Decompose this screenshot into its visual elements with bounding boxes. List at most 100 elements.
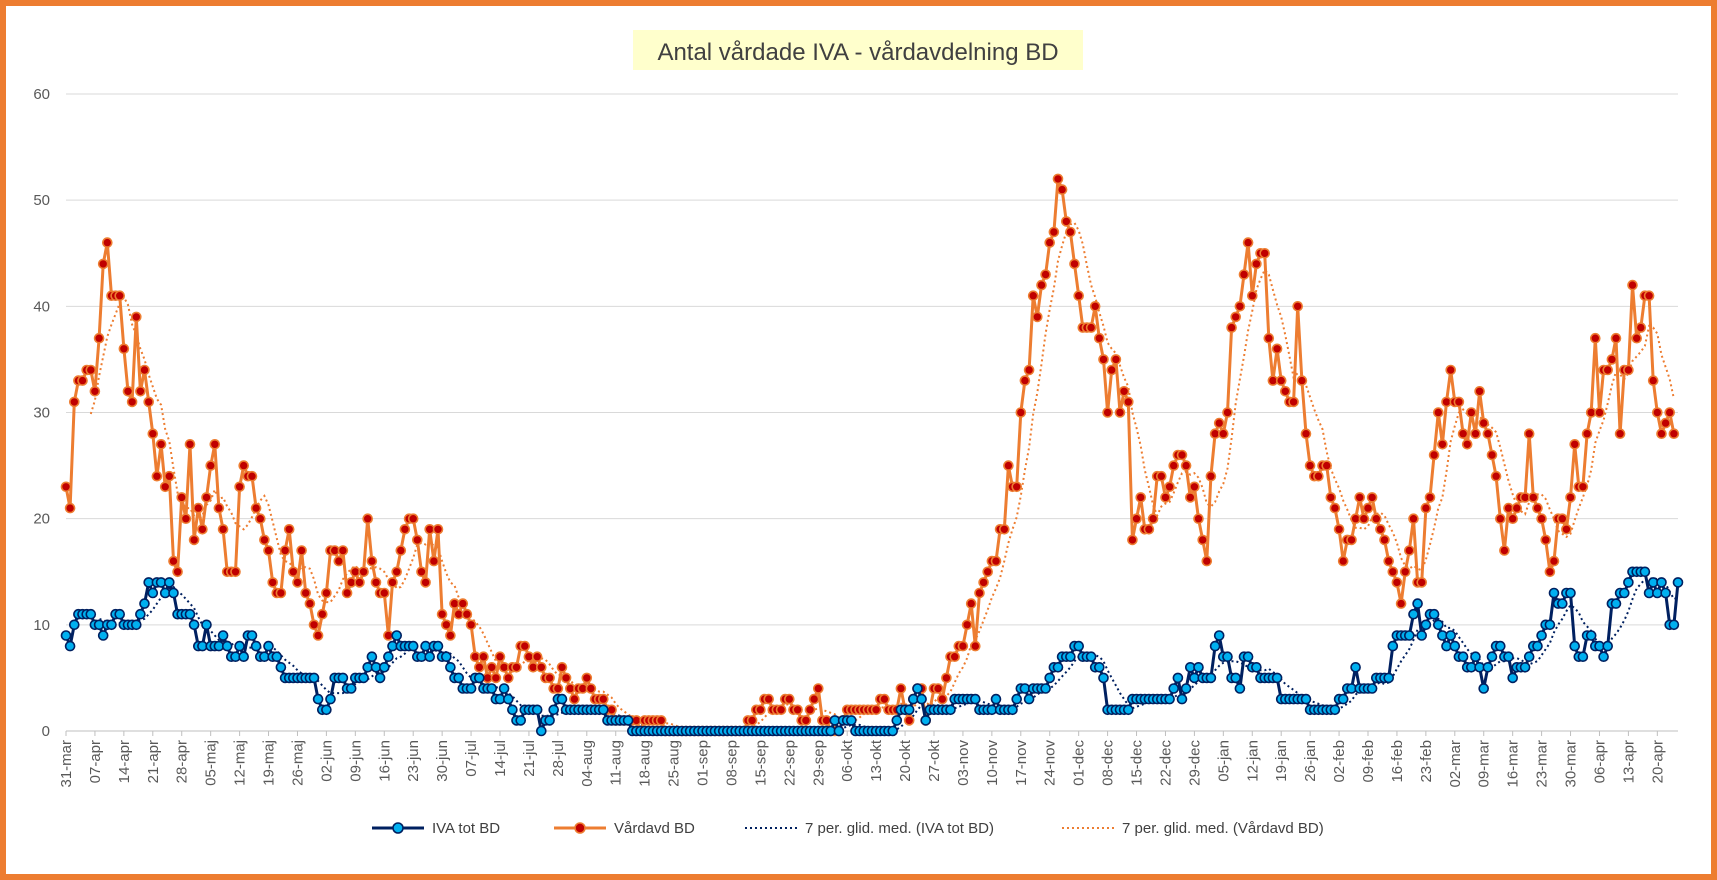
data-point-vardavd: [1300, 428, 1312, 440]
data-point-vardavd: [1036, 279, 1047, 291]
data-point-vardavd: [1275, 375, 1287, 386]
data-point-vardavd: [1490, 470, 1502, 482]
data-point-vardavd: [1610, 332, 1622, 344]
data-point-vardavd: [1201, 555, 1213, 567]
data-point-vardavd: [903, 715, 915, 726]
data-point-vardavd: [304, 598, 316, 609]
data-point-vardavd: [1387, 566, 1399, 578]
x-tick-label: 15-dec: [1129, 740, 1146, 786]
data-point-vardavd: [457, 598, 469, 609]
data-point-vardavd: [164, 470, 175, 482]
data-point-vardavd: [1424, 492, 1436, 503]
data-point-iva: [114, 608, 125, 620]
data-point-iva: [407, 640, 419, 652]
chart-title-background: [633, 30, 1083, 70]
legend-label: 7 per. glid. med. (IVA tot BD): [805, 820, 994, 837]
data-point-vardavd: [1185, 492, 1196, 503]
data-point-vardavd: [1114, 407, 1126, 418]
x-tick-label: 07-jul: [463, 740, 480, 777]
data-point-vardavd: [60, 481, 72, 493]
data-point-iva: [1007, 704, 1018, 716]
data-point-vardavd: [399, 523, 411, 535]
data-point-vardavd: [544, 672, 555, 684]
y-tick-label: 20: [33, 511, 50, 528]
data-point-iva: [473, 672, 485, 684]
data-point-iva: [1230, 672, 1241, 684]
data-point-vardavd: [440, 619, 452, 631]
data-point-vardavd: [1168, 460, 1179, 471]
data-point-iva: [321, 704, 332, 716]
x-tick-label: 22-dec: [1157, 740, 1174, 786]
data-point-vardavd: [217, 523, 229, 535]
data-point-vardavd: [978, 577, 989, 588]
data-point-vardavd: [1346, 534, 1357, 546]
data-point-vardavd: [1061, 216, 1072, 227]
data-point-iva: [1383, 672, 1394, 684]
data-point-vardavd: [1056, 184, 1068, 195]
data-point-vardavd: [155, 438, 167, 450]
data-point-vardavd: [1094, 332, 1105, 344]
data-point-iva: [64, 640, 76, 652]
data-point-vardavd: [974, 587, 985, 599]
data-point-iva: [378, 661, 390, 673]
data-point-iva: [1123, 704, 1134, 716]
x-tick-label: 01-dec: [1071, 740, 1088, 786]
data-point-vardavd: [436, 608, 448, 620]
data-point-iva: [1366, 683, 1378, 694]
x-tick-label: 29-dec: [1186, 740, 1203, 786]
data-point-vardavd: [69, 396, 80, 408]
data-point-vardavd: [1647, 375, 1659, 386]
data-point-iva: [1176, 693, 1188, 705]
x-tick-label: 11-aug: [608, 740, 625, 786]
data-point-vardavd: [1561, 523, 1572, 535]
data-point-vardavd: [445, 630, 456, 641]
data-point-iva: [1548, 587, 1560, 599]
data-point-vardavd: [531, 651, 543, 663]
data-point-iva: [1337, 693, 1349, 705]
y-tick-label: 40: [33, 298, 50, 315]
data-point-vardavd: [1127, 534, 1138, 546]
data-point-vardavd: [321, 587, 332, 599]
data-point-vardavd: [1495, 513, 1506, 525]
data-point-vardavd: [97, 258, 109, 270]
data-point-vardavd: [151, 470, 163, 482]
data-point-vardavd: [1069, 258, 1080, 270]
data-point-iva: [1478, 683, 1489, 694]
data-point-vardavd: [254, 513, 266, 525]
x-tick-label: 04-aug: [579, 740, 596, 787]
data-point-vardavd: [300, 587, 312, 599]
data-point-vardavd: [420, 577, 431, 588]
data-point-vardavd: [1565, 492, 1576, 503]
data-point-iva: [1660, 587, 1671, 599]
data-point-vardavd: [230, 566, 241, 578]
data-point-vardavd: [932, 683, 944, 694]
data-point-vardavd: [1590, 332, 1601, 344]
data-point-iva: [263, 640, 274, 652]
data-point-vardavd: [395, 545, 407, 556]
data-point-vardavd: [1379, 534, 1390, 546]
data-point-iva: [1023, 693, 1035, 705]
data-point-iva: [556, 693, 568, 705]
data-point-iva: [271, 651, 283, 663]
data-point-iva: [424, 651, 436, 663]
data-point-vardavd: [597, 693, 609, 705]
legend-marker: [574, 822, 586, 834]
x-tick-label: 27-okt: [926, 739, 943, 782]
data-point-vardavd: [1218, 428, 1229, 440]
data-point-vardavd: [941, 672, 952, 684]
data-point-vardavd: [201, 492, 212, 503]
data-point-vardavd: [333, 555, 345, 567]
data-point-vardavd: [1362, 502, 1374, 514]
data-point-vardavd: [1180, 460, 1192, 471]
data-point-vardavd: [1375, 523, 1386, 535]
data-point-iva: [531, 704, 543, 716]
data-point-iva: [1519, 661, 1531, 673]
data-point-iva: [1495, 640, 1506, 652]
data-point-iva: [1639, 566, 1651, 578]
data-point-iva: [366, 651, 378, 663]
data-point-vardavd: [337, 545, 349, 556]
data-point-vardavd: [473, 661, 485, 673]
data-point-vardavd: [1160, 492, 1171, 503]
data-point-vardavd: [180, 513, 192, 525]
data-point-vardavd: [234, 481, 245, 493]
